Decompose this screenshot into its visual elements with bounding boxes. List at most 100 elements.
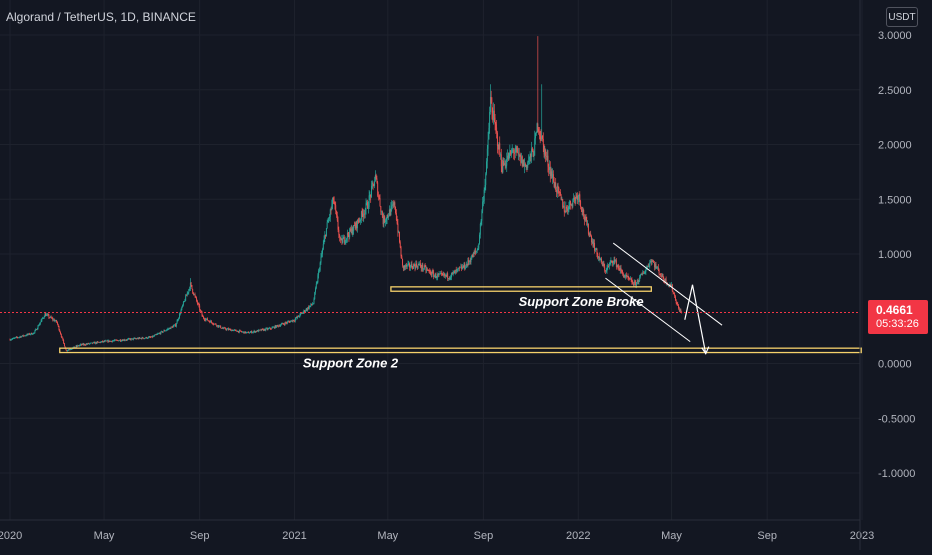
candle-body xyxy=(604,266,606,271)
candle-body xyxy=(635,282,637,286)
candle-body xyxy=(626,275,627,277)
candle-body xyxy=(63,340,65,344)
candle-body xyxy=(318,270,320,276)
candle-body xyxy=(512,150,514,152)
candle-body xyxy=(397,223,399,233)
candle-body xyxy=(420,266,422,269)
candle-body xyxy=(145,337,147,338)
candle-body xyxy=(427,269,429,271)
candle-body xyxy=(584,216,585,221)
candle-body xyxy=(304,310,306,313)
candle-body xyxy=(149,336,151,338)
candle-body xyxy=(385,219,387,221)
candle-body xyxy=(332,197,334,201)
candle-body xyxy=(539,132,541,137)
candle-body xyxy=(495,124,497,128)
candle-body xyxy=(633,281,635,286)
candle-body xyxy=(531,148,533,151)
candle-body xyxy=(499,143,501,155)
candle-body xyxy=(304,310,306,313)
candle-body xyxy=(580,206,582,211)
candle-body xyxy=(413,264,415,266)
candle-body xyxy=(407,263,409,265)
candle-body xyxy=(464,263,466,269)
candle-body xyxy=(377,182,379,196)
candle-body xyxy=(658,269,660,275)
candle-body xyxy=(447,273,449,279)
candle-body xyxy=(472,254,473,258)
candle-body xyxy=(186,293,188,296)
candle-body xyxy=(517,149,519,153)
candle-body xyxy=(208,320,210,322)
currency-button[interactable]: USDT xyxy=(886,7,918,27)
candle-body xyxy=(476,250,478,252)
candle-body xyxy=(58,326,60,331)
candle-body xyxy=(301,313,302,314)
candle-body xyxy=(164,330,166,332)
candle-body xyxy=(587,223,589,234)
candle-body xyxy=(261,329,263,331)
candle-body xyxy=(158,333,160,334)
candle-body xyxy=(373,183,375,186)
candle-body xyxy=(662,274,664,279)
candle-body xyxy=(606,267,608,272)
candle-body xyxy=(329,209,331,217)
candle-body xyxy=(532,150,534,157)
candle-body xyxy=(640,273,642,275)
candle-body xyxy=(266,328,268,330)
candle-body xyxy=(395,212,397,221)
candle-body xyxy=(657,267,659,269)
candle-body xyxy=(622,273,624,278)
candle-body xyxy=(11,339,13,341)
candle-body xyxy=(520,154,522,163)
candle-body xyxy=(548,166,550,171)
candle-body xyxy=(367,206,369,209)
candle-body xyxy=(205,319,207,321)
candle-body xyxy=(362,213,364,217)
candle-body xyxy=(371,185,372,197)
candle-body xyxy=(677,303,679,306)
candle-body xyxy=(132,338,134,340)
candle-body xyxy=(237,330,239,332)
candle-body xyxy=(191,285,193,289)
candle-body xyxy=(578,194,580,197)
candle-body xyxy=(53,319,55,322)
candle-body xyxy=(641,273,643,275)
y-tick-label: 1.0000 xyxy=(878,249,912,261)
candle-body xyxy=(656,267,658,269)
candle-body xyxy=(41,318,43,321)
candle-body xyxy=(363,213,365,217)
candle-body xyxy=(255,331,257,332)
candle-body xyxy=(221,328,223,329)
x-tick-label: 2022 xyxy=(566,530,590,542)
candle-body xyxy=(378,196,380,198)
candle-body xyxy=(345,238,347,242)
candle-body xyxy=(273,326,274,328)
candle-body xyxy=(302,312,304,314)
candle-body xyxy=(98,341,100,343)
candle-body xyxy=(643,272,645,274)
candle-body xyxy=(342,238,344,244)
candle-body xyxy=(128,338,130,340)
candle-body xyxy=(154,334,156,336)
support-zones: Support Zone Broke Support Zone 2 xyxy=(59,286,862,371)
candle-body xyxy=(492,112,494,121)
candle-body xyxy=(376,178,378,183)
candle-body xyxy=(426,269,428,271)
candle-body xyxy=(528,157,530,161)
candle-body xyxy=(558,187,560,192)
candle-body xyxy=(444,274,446,276)
candle-body xyxy=(213,323,215,325)
candle-body xyxy=(568,205,570,210)
candle-body xyxy=(563,205,564,208)
candle-body xyxy=(55,320,57,321)
candle-body xyxy=(194,294,196,297)
candle-body xyxy=(440,273,442,275)
candle-body xyxy=(140,338,142,339)
candle-body xyxy=(251,331,253,333)
candle-body xyxy=(497,146,499,150)
candle-body xyxy=(116,340,118,341)
candle-body xyxy=(206,318,208,320)
